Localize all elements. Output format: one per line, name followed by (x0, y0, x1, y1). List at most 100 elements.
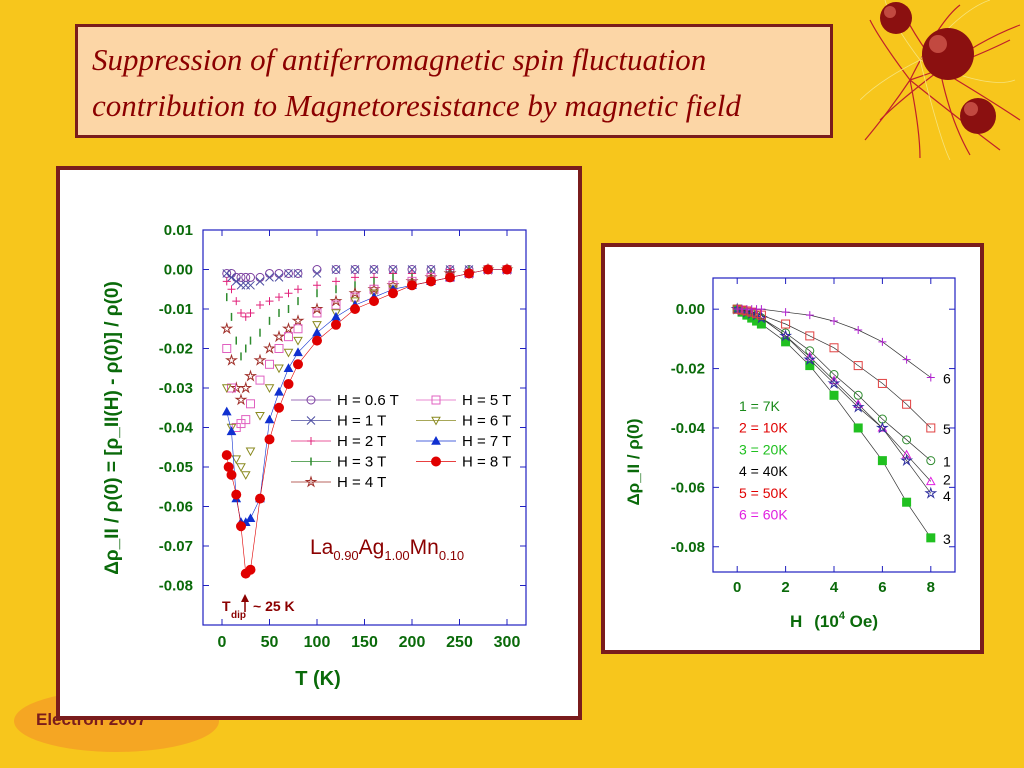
data-point (221, 406, 232, 416)
series-9 (221, 264, 512, 579)
data-point (226, 426, 237, 436)
legend-marker (431, 435, 441, 445)
data-point (222, 344, 232, 353)
data-point (902, 435, 912, 445)
x-axis-label-part: Oe) (845, 612, 878, 631)
y-tick-label: -0.06 (159, 499, 193, 516)
curve-end-labels: 6 5 124 3 (943, 370, 951, 546)
y-tick-label: -0.01 (159, 301, 193, 318)
data-point (226, 469, 237, 480)
y-tick-label: -0.03 (159, 380, 193, 397)
legend-label: H = 0.6 T (337, 392, 399, 409)
data-point (369, 265, 379, 274)
y-tick-label: -0.02 (159, 341, 193, 358)
data-point (348, 286, 362, 299)
data-point (464, 268, 474, 279)
y-tick-label: 0.01 (164, 222, 193, 239)
data-point (900, 453, 914, 467)
x-tick-label: 6 (878, 579, 886, 596)
data-point (244, 369, 257, 382)
data-point (284, 289, 293, 298)
data-point (312, 321, 322, 330)
data-point (246, 272, 255, 282)
data-point (283, 379, 294, 390)
data-point (236, 521, 246, 532)
data-point (225, 353, 238, 366)
data-point (227, 285, 236, 294)
data-point (426, 276, 436, 287)
slide-title: Suppression of antiferromagnetic spin fl… (75, 24, 833, 138)
curve-end-label: 3 (943, 531, 951, 547)
x-axis-label-part: 4 (839, 610, 846, 622)
data-point (829, 343, 839, 353)
x-tick-label: 4 (830, 579, 839, 596)
data-point (293, 359, 303, 370)
data-point (234, 393, 248, 406)
y-axis-label: Δρ_II / ρ(0) = [ρ_II(H) - ρ(0)] / ρ(0) (102, 281, 123, 575)
data-point (757, 305, 766, 314)
data-point (331, 265, 341, 274)
data-point (272, 330, 286, 343)
data-point (805, 311, 814, 320)
data-point (274, 386, 284, 396)
data-point (246, 280, 255, 290)
legend-marker (306, 395, 316, 405)
data-point (236, 272, 246, 282)
data-point (329, 294, 343, 307)
data-point (781, 319, 791, 329)
data-point (265, 297, 274, 306)
legend-label: H = 2 T (337, 433, 386, 450)
data-point (407, 280, 417, 291)
data-point (264, 384, 275, 394)
legend-marker (307, 437, 315, 445)
data-point (851, 400, 865, 413)
data-point (853, 423, 863, 433)
data-point (291, 314, 305, 327)
data-point (312, 308, 322, 318)
data-point (232, 297, 241, 306)
formula-part: 1.00 (384, 548, 409, 563)
legend-entry: 1 = 7K (739, 398, 781, 414)
data-point (221, 450, 232, 461)
data-point (294, 285, 302, 294)
field-chart-panel: 0 2 4 6 8 0.00 -0.02 -0.04 -0.06 -0.08 H (104 Oe) Δρ… (601, 243, 984, 654)
data-point (925, 476, 936, 486)
x-tick-label: 100 (304, 634, 331, 651)
y-tick-label: -0.07 (159, 538, 193, 555)
y-tick-label: -0.06 (671, 479, 705, 496)
data-point (313, 281, 321, 290)
data-point (241, 280, 251, 290)
data-point (312, 269, 322, 278)
data-point (926, 456, 936, 466)
data-point (239, 381, 253, 394)
legend-marker (431, 416, 441, 426)
y-axis-label: Δρ_II / ρ(0) (624, 418, 643, 505)
data-point (264, 414, 275, 424)
data-point (878, 337, 887, 346)
data-point (312, 327, 322, 337)
data-point (263, 341, 276, 354)
legend-entry: 5 = 50K (739, 485, 788, 501)
compound-formula: La0.90Ag1.00Mn0.10 (310, 536, 464, 563)
x-tick-label: 150 (351, 634, 378, 651)
y-tick-label: -0.08 (159, 578, 193, 595)
x-tick-label: 0 (733, 579, 741, 596)
data-point (253, 353, 267, 366)
x-tick-label: 0 (218, 634, 227, 651)
temperature-chart-panel: 0 50 100 150 200 250 300 0.01 0.00 -0.01 -0.02 -0.0… (56, 166, 582, 720)
formula-part: La (310, 536, 334, 559)
data-point (924, 486, 938, 499)
tdip-arrowhead (241, 594, 249, 602)
data-point (310, 302, 324, 315)
formula-part: Ag (359, 536, 385, 559)
data-point (227, 383, 236, 393)
data-point (331, 319, 341, 330)
legend-marker (431, 395, 441, 405)
data-point (283, 363, 294, 372)
data-point (926, 423, 936, 433)
data-point (829, 390, 839, 400)
data-point (241, 312, 250, 321)
data-point (274, 364, 284, 374)
decorative-logo (860, 0, 1021, 160)
data-point (241, 415, 251, 425)
